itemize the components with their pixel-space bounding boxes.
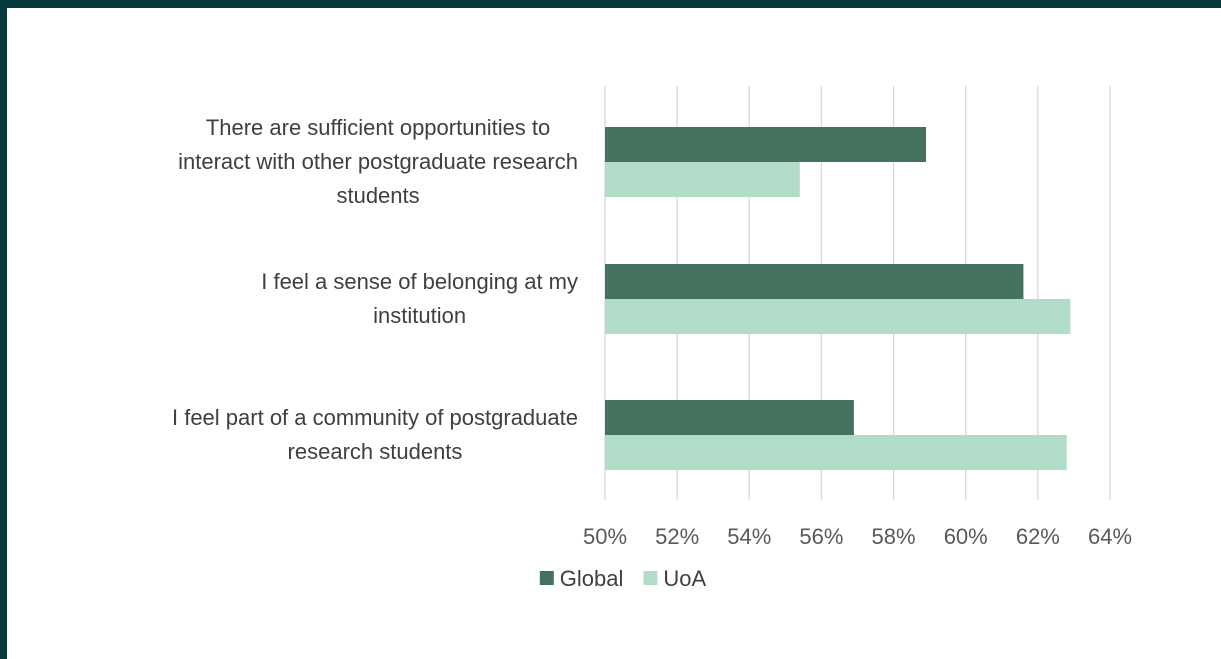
category-label-2: I feel part of a community of postgradua… — [172, 405, 578, 464]
bar-uoa-2 — [605, 435, 1067, 470]
bar-uoa-1 — [605, 299, 1071, 334]
legend-swatch-uoa — [643, 571, 658, 585]
category-labels: There are sufficient opportunities to int… — [172, 115, 578, 464]
x-axis-tick-labels: 50% 52% 54% 56% 58% 60% 62% 64% — [583, 524, 1132, 549]
x-tick-label-1: 52% — [655, 524, 699, 549]
category-label-1: I feel a sense of belonging at my institu… — [261, 269, 578, 328]
bar-global-0 — [605, 127, 927, 162]
legend-label-uoa: UoA — [663, 566, 706, 591]
x-tick-label-6: 62% — [1016, 524, 1060, 549]
bar-uoa-0 — [605, 162, 800, 197]
legend-swatch-global — [539, 571, 554, 585]
bar-global-2 — [605, 400, 854, 435]
legend-item-uoa: UoA — [643, 566, 707, 591]
bar-chart: There are sufficient opportunities to int… — [172, 86, 1132, 591]
chart-container: There are sufficient opportunities to int… — [7, 8, 1221, 659]
x-tick-label-2: 54% — [727, 524, 771, 549]
x-tick-label-5: 60% — [944, 524, 988, 549]
category-label-0: There are sufficient opportunities to int… — [178, 115, 578, 208]
bars — [605, 127, 1071, 470]
x-tick-label-0: 50% — [583, 524, 627, 549]
legend: Global UoA — [539, 566, 707, 591]
x-tick-label-7: 64% — [1088, 524, 1132, 549]
legend-item-global: Global — [539, 566, 624, 591]
x-tick-label-4: 58% — [872, 524, 916, 549]
legend-label-global: Global — [560, 566, 624, 591]
bar-global-1 — [605, 264, 1024, 299]
x-tick-label-3: 56% — [799, 524, 843, 549]
